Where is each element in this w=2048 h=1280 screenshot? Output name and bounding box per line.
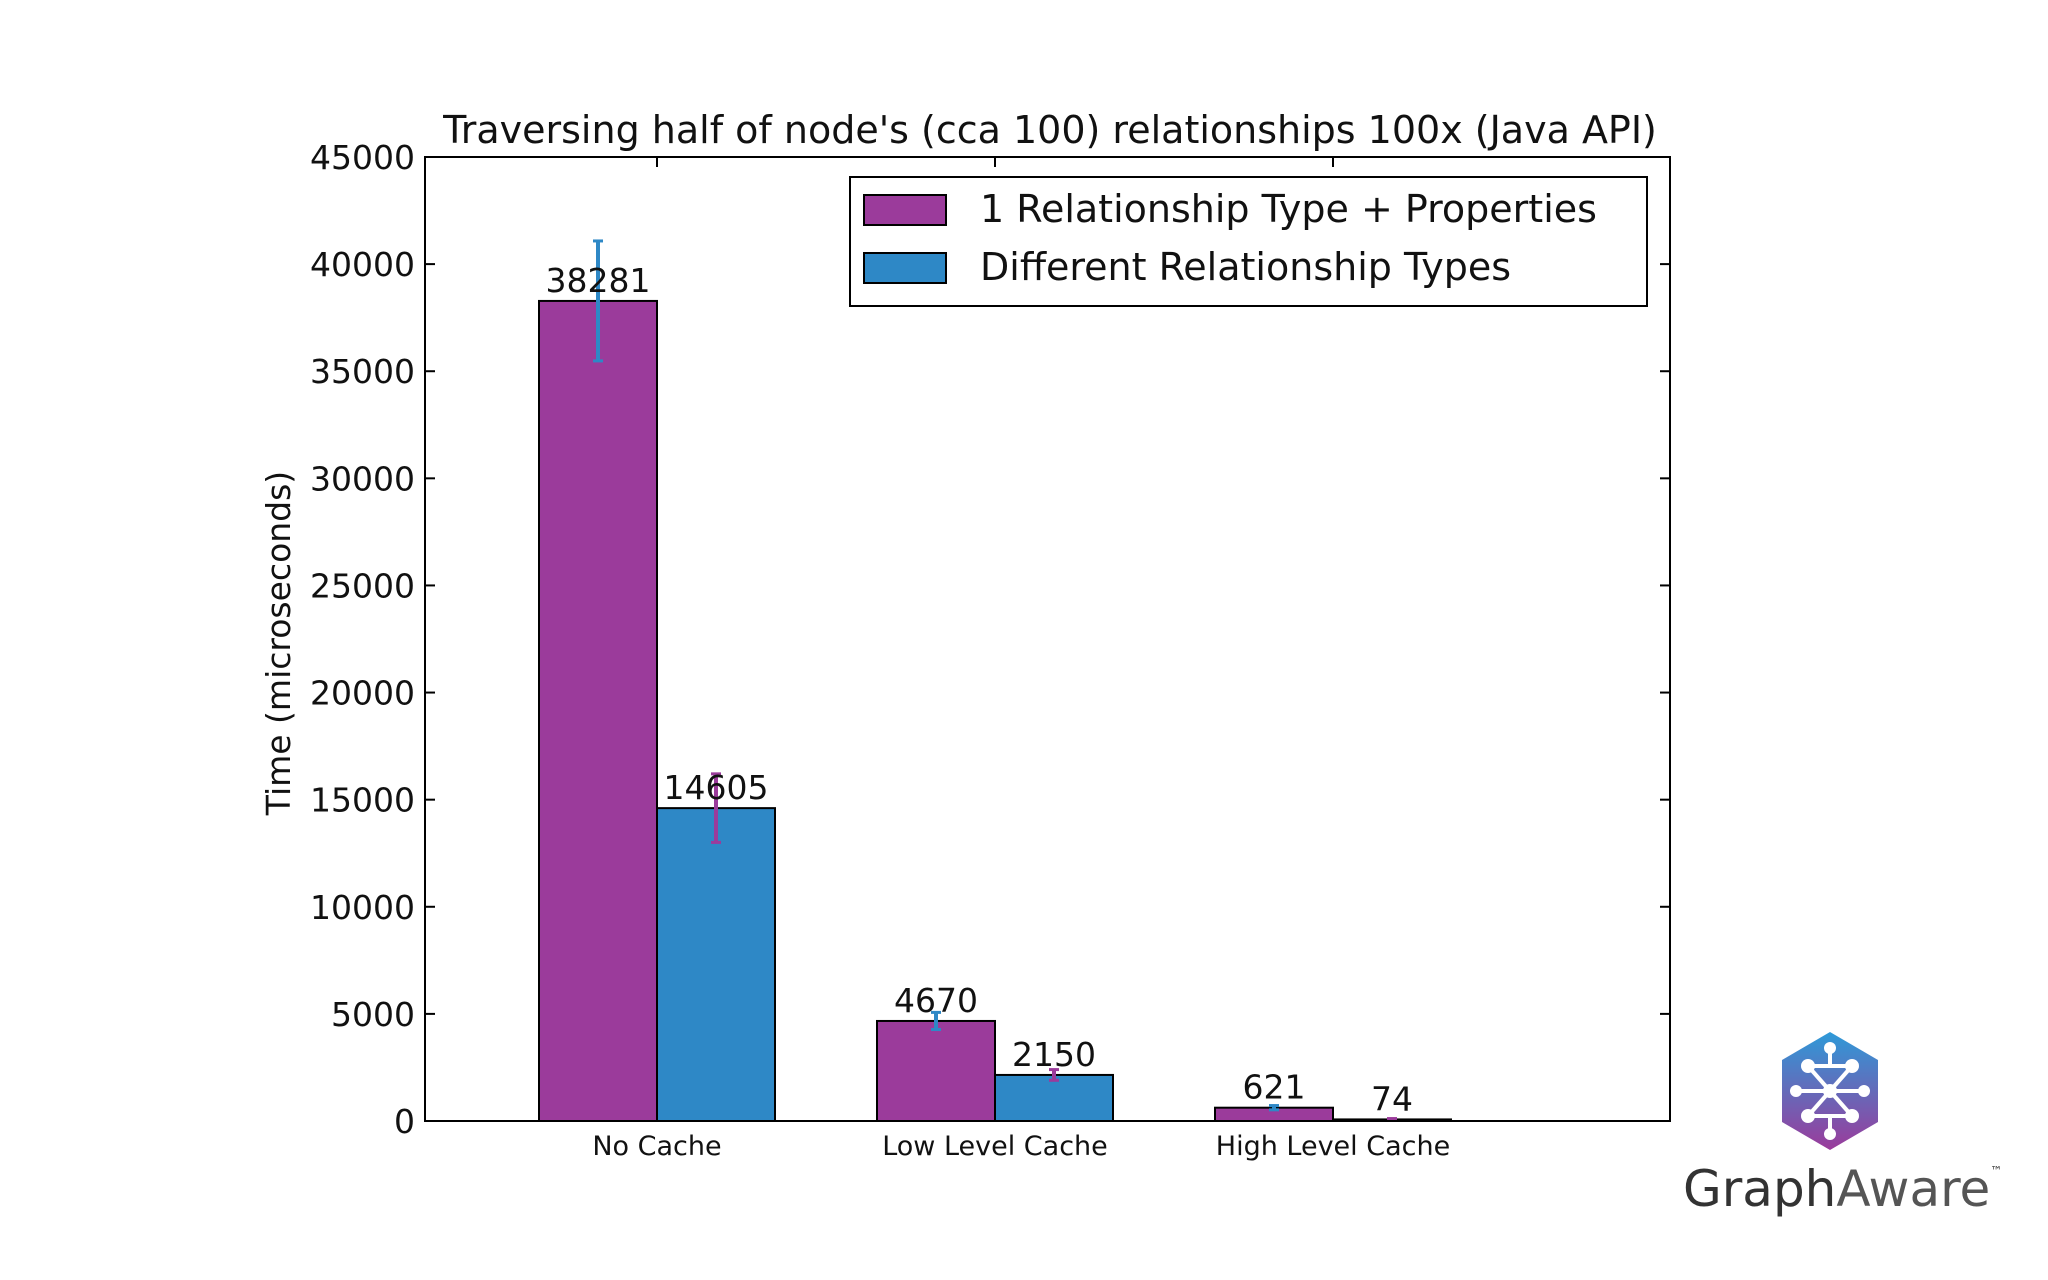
plot-frame	[424, 156, 1671, 1122]
bar-value-label: 4670	[894, 981, 978, 1020]
bar-value-label: 2150	[1012, 1035, 1096, 1074]
trademark-symbol: ™	[1990, 1164, 2003, 1178]
y-tick-label: 15000	[310, 781, 415, 820]
y-tick-label: 5000	[331, 995, 415, 1034]
y-tick-label: 30000	[310, 459, 415, 498]
y-tick-label: 25000	[310, 566, 415, 605]
x-tick-label: Low Level Cache	[882, 1131, 1108, 1162]
bar-different-relationship-types-1	[994, 1073, 1114, 1123]
y-tick-label: 45000	[310, 138, 415, 177]
bar-value-label: 14605	[664, 768, 769, 807]
graphaware-logo-icon	[1782, 1032, 1878, 1150]
bar-different-relationship-types-0	[656, 807, 776, 1122]
legend-swatch-relationship-type-properties	[863, 194, 947, 226]
y-tick-label: 10000	[310, 888, 415, 927]
y-tick-label: 35000	[310, 352, 415, 391]
logo-word-graph: Graph	[1683, 1160, 1837, 1218]
legend-label: Different Relationship Types	[980, 245, 1511, 289]
y-tick-label: 20000	[310, 674, 415, 713]
legend-box	[849, 176, 1648, 307]
x-tick-label: High Level Cache	[1216, 1131, 1450, 1162]
bar-value-label: 74	[1371, 1079, 1413, 1118]
bar-relationship-type-properties-1	[876, 1019, 996, 1123]
bar-value-label: 621	[1243, 1068, 1306, 1107]
y-tick-label: 40000	[310, 245, 415, 284]
bar-value-label: 38281	[546, 261, 651, 300]
graphaware-wordmark: GraphAware™	[1683, 1160, 2002, 1218]
y-tick-label: 0	[394, 1102, 415, 1141]
legend-label: 1 Relationship Type + Properties	[980, 187, 1597, 231]
x-tick-label: No Cache	[592, 1131, 721, 1162]
legend: 1 Relationship Type + Properties Differen…	[849, 176, 1648, 307]
bar-relationship-type-properties-0	[538, 299, 658, 1122]
logo-word-aware: Aware	[1836, 1160, 1991, 1218]
chart-title: Traversing half of node's (cca 100) rela…	[442, 108, 1657, 152]
y-axis-label: Time (microseconds)	[259, 471, 298, 816]
legend-swatch-different-relationship-types	[863, 252, 947, 284]
plot-area: 38281 14605 No Cache 4670 2150 Low Level Cach…	[310, 138, 1671, 1162]
